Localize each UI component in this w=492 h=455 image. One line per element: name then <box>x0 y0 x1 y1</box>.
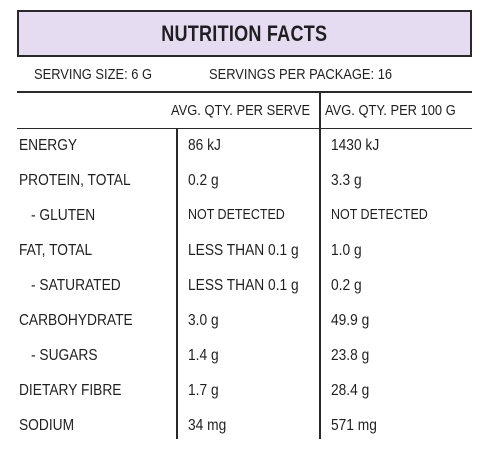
table-row: FAT, TOTAL LESS THAN 0.1 g 1.0 g <box>0 242 492 262</box>
column-divider-1 <box>176 129 178 439</box>
row-value-per-100g: NOT DETECTED <box>331 207 428 223</box>
row-label: CARBOHYDRATE <box>19 312 133 329</box>
row-value-per-serve: 86 kJ <box>188 137 221 154</box>
row-value-per-serve: LESS THAN 0.1 g <box>188 242 299 259</box>
table-row: CARBOHYDRATE 3.0 g 49.9 g <box>0 312 492 332</box>
title-banner: NUTRITION FACTS <box>17 10 472 57</box>
table-row: PROTEIN, TOTAL 0.2 g 3.3 g <box>0 172 492 192</box>
table-row: DIETARY FIBRE 1.7 g 28.4 g <box>0 382 492 402</box>
row-value-per-serve: 34 mg <box>188 417 227 434</box>
row-value-per-serve: 1.7 g <box>188 382 219 399</box>
row-value-per-100g: 1.0 g <box>331 242 362 259</box>
row-label: DIETARY FIBRE <box>19 382 122 399</box>
table-row: - SATURATED LESS THAN 0.1 g 0.2 g <box>0 277 492 297</box>
row-value-per-100g: 28.4 g <box>331 382 370 399</box>
row-value-per-100g: 0.2 g <box>331 277 362 294</box>
row-value-per-serve: NOT DETECTED <box>188 207 285 223</box>
row-value-per-100g: 571 mg <box>331 417 377 434</box>
row-value-per-100g: 23.8 g <box>331 347 370 364</box>
row-value-per-100g: 49.9 g <box>331 312 370 329</box>
row-value-per-100g: 1430 kJ <box>331 137 380 154</box>
row-label: - SATURATED <box>31 277 121 294</box>
servings-per-package: SERVINGS PER PACKAGE: 16 <box>209 66 393 83</box>
table-row: - GLUTEN NOT DETECTED NOT DETECTED <box>0 207 492 227</box>
row-label: - SUGARS <box>31 347 98 364</box>
column-divider-2 <box>319 129 321 439</box>
row-value-per-serve: LESS THAN 0.1 g <box>188 277 299 294</box>
row-label: - GLUTEN <box>31 207 96 224</box>
table-row: ENERGY 86 kJ 1430 kJ <box>0 137 492 157</box>
header-divider <box>17 91 472 93</box>
column-header-per-serve: AVG. QTY. PER SERVE <box>171 102 311 119</box>
row-value-per-serve: 0.2 g <box>188 172 219 189</box>
column-header-separator <box>319 92 321 128</box>
table-row: SODIUM 34 mg 571 mg <box>0 417 492 437</box>
row-label: PROTEIN, TOTAL <box>19 172 131 189</box>
row-value-per-serve: 3.0 g <box>188 312 219 329</box>
row-label: SODIUM <box>19 417 75 434</box>
column-header-per-100g: AVG. QTY. PER 100 G <box>325 102 456 119</box>
row-value-per-100g: 3.3 g <box>331 172 362 189</box>
row-value-per-serve: 1.4 g <box>188 347 219 364</box>
page-title: NUTRITION FACTS <box>161 20 328 46</box>
row-label: ENERGY <box>19 137 78 154</box>
column-header-divider <box>17 128 472 129</box>
table-row: - SUGARS 1.4 g 23.8 g <box>0 347 492 367</box>
row-label: FAT, TOTAL <box>19 242 93 259</box>
serving-size: SERVING SIZE: 6 G <box>34 66 153 83</box>
